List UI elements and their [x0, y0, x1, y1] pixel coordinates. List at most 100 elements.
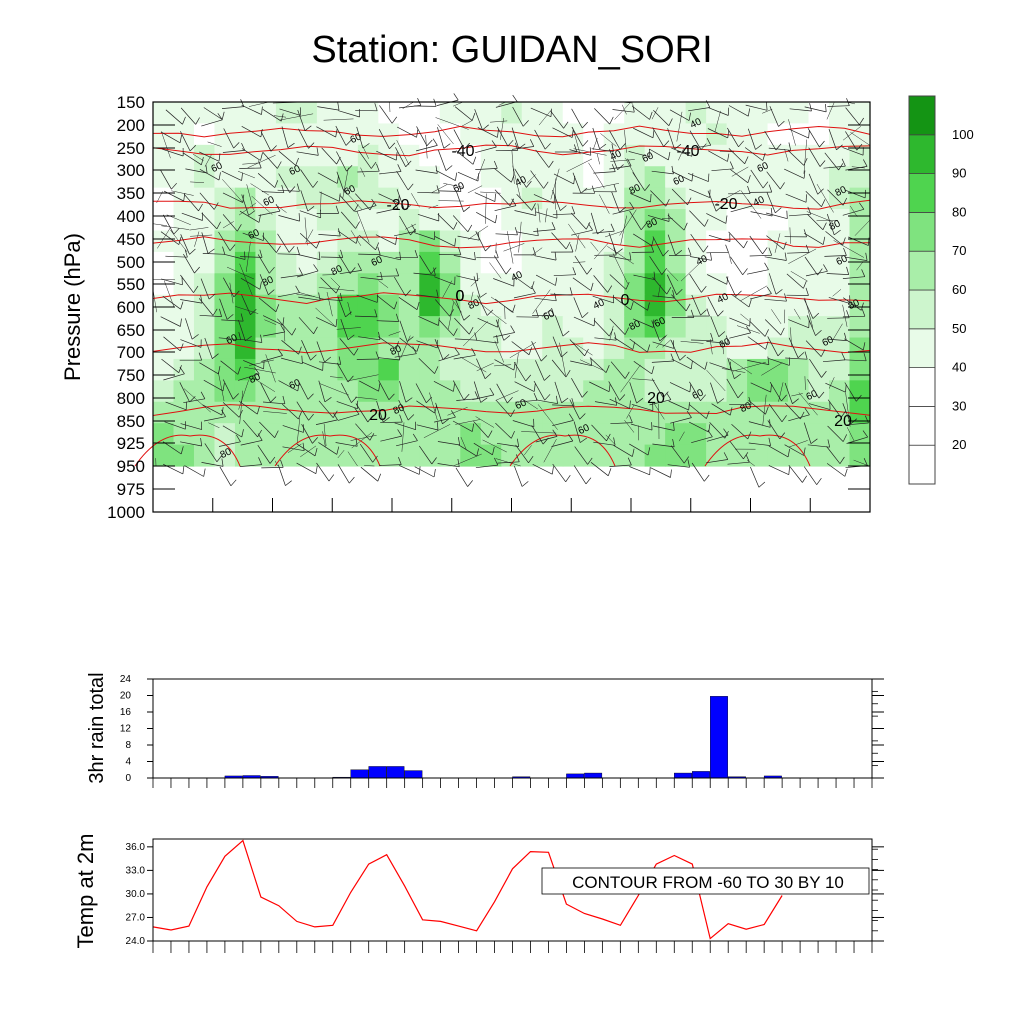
humidity-cell [665, 251, 687, 274]
wind-barb-flag [651, 366, 655, 374]
colorbar-segment [908, 289, 936, 330]
humidity-cell [234, 166, 257, 189]
wind-barb-flag [345, 139, 352, 146]
wind-barb-shaft [710, 316, 720, 337]
wind-barb-flag [619, 143, 626, 150]
contour-segment [612, 253, 628, 284]
wind-barb-flag [653, 271, 656, 280]
wind-barb-flag [180, 318, 182, 327]
wind-barb-flag [281, 184, 285, 193]
wind-barb-flag [512, 94, 518, 102]
wind-barb-shaft [297, 379, 309, 400]
humidity-cell [788, 423, 810, 446]
wind-barb-flag [747, 431, 752, 440]
wind-barb-flag [652, 319, 655, 328]
wind-barb-shaft [727, 461, 750, 465]
humidity-cell [603, 316, 625, 339]
wind-barb-shaft [748, 400, 766, 415]
wind-barb-shaft [241, 294, 251, 315]
wind-barb-shaft [514, 381, 535, 392]
wind-barb-flag [313, 264, 319, 272]
wind-barb-shaft [477, 295, 488, 316]
humidity-contour-label: 60 [641, 150, 656, 165]
wind-barb-flag [477, 173, 480, 182]
contour-segment [596, 153, 600, 165]
humidity-cell [378, 273, 400, 296]
wind-barb-flag [354, 407, 360, 415]
humidity-cell [378, 251, 400, 274]
wind-barb-shaft [827, 105, 850, 107]
humidity-cell [747, 358, 769, 381]
wind-barb-shaft [844, 359, 867, 362]
humidity-cell [439, 380, 461, 403]
humidity-cell [378, 209, 400, 232]
wind-barb-flag [203, 468, 206, 477]
wind-barb-shaft [552, 213, 575, 216]
contour-segment [480, 191, 501, 194]
humidity-cell [849, 123, 871, 146]
wind-barb-shaft [453, 255, 476, 261]
wind-barb-shaft [434, 416, 456, 423]
wind-barb-flag [372, 455, 378, 463]
wind-barb-shaft [277, 318, 293, 336]
humidity-cell [767, 102, 789, 125]
humidity-cell [214, 102, 236, 125]
wind-barb-flag [810, 438, 818, 444]
wind-barb-shaft [552, 127, 573, 138]
wind-barb-flag [704, 361, 708, 370]
contour-segment [207, 141, 222, 147]
wind-barb-flag [339, 292, 343, 301]
wind-barb-flag [725, 215, 728, 224]
wind-barb-flag [291, 328, 297, 336]
wind-barb-flag [819, 140, 825, 148]
wind-barb-flag [369, 433, 375, 441]
wind-barb-flag [491, 140, 497, 148]
humidity-cell [419, 423, 441, 446]
humidity-cell [808, 316, 830, 339]
wind-barb-shaft [535, 211, 558, 219]
colorbar-segment [908, 444, 936, 485]
humidity-cell [419, 444, 441, 467]
humidity-cell [542, 444, 564, 467]
wind-barb-shaft [803, 298, 814, 319]
wind-barb-shaft [589, 381, 610, 393]
wind-barb-shaft [473, 421, 489, 438]
wind-barb-flag [189, 248, 196, 255]
contour-segment [731, 166, 749, 177]
wind-barb-shaft [671, 294, 687, 312]
wind-barb-flag [647, 344, 651, 353]
humidity-cell [767, 337, 789, 360]
wind-barb-shaft [612, 208, 635, 215]
wind-barb-flag [588, 223, 593, 231]
humidity-contour-label: 80 [389, 343, 404, 358]
humidity-cell [173, 316, 195, 339]
wind-barb-shaft [296, 151, 319, 156]
wind-barb-flag [510, 325, 516, 333]
wind-barb-shaft [803, 466, 817, 485]
wind-barb-shaft [376, 275, 399, 277]
wind-barb-shaft [456, 275, 478, 282]
contour-segment [204, 154, 212, 167]
wind-barb-shaft [340, 318, 349, 340]
humidity-cell [357, 380, 379, 403]
humidity-cell [788, 166, 810, 189]
temperature-contour-label: 20 [834, 413, 852, 430]
wind-barb-shaft [280, 274, 303, 279]
humidity-cell [255, 230, 277, 253]
rain-y-tick-label: 20 [120, 691, 132, 702]
wind-barb-flag [679, 354, 686, 361]
humidity-contour-label: 60 [653, 315, 668, 330]
humidity-cell [460, 166, 482, 189]
humidity-cell [316, 423, 338, 446]
wind-barb-flag [453, 222, 458, 230]
humidity-cell [706, 166, 728, 189]
humidity-contour-label: 80 [828, 218, 843, 233]
wind-barb-flag [511, 198, 517, 206]
humidity-cell [234, 294, 257, 317]
humidity-cell [706, 294, 728, 317]
wind-barb-flag [399, 251, 401, 260]
wind-barb-shaft [689, 188, 710, 198]
wind-barb-flag [357, 263, 362, 271]
humidity-cell [234, 358, 257, 381]
contour-segment [247, 154, 276, 169]
